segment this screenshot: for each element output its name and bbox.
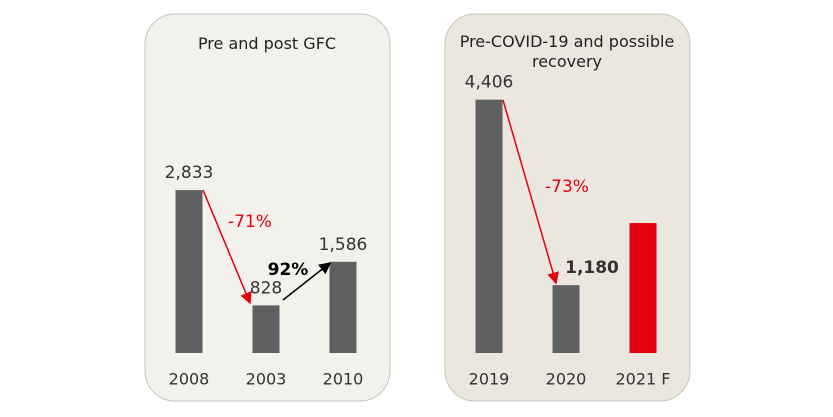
- value-label: 2,833: [165, 163, 214, 183]
- x-tick-label: 2019: [469, 370, 510, 389]
- annotation: 92%: [268, 260, 309, 280]
- bar: [629, 223, 657, 353]
- x-tick-label: 2020: [546, 370, 587, 389]
- chart-title: Pre-COVID-19 and possible recovery: [459, 32, 675, 71]
- chart-title: Pre and post GFC: [197, 34, 337, 53]
- arrow: [282, 262, 332, 301]
- x-tick-label: 2008: [169, 370, 210, 389]
- x-tick-label: 2003: [246, 370, 287, 389]
- arrow: [502, 99, 559, 285]
- bar: [252, 305, 280, 353]
- bar: [329, 261, 357, 353]
- bar: [175, 190, 203, 353]
- value-label: 828: [250, 278, 282, 298]
- value-label: 1,586: [319, 235, 368, 255]
- bar: [475, 99, 503, 353]
- annotation: -71%: [228, 212, 272, 232]
- x-tick-label: 2021 F: [615, 370, 670, 389]
- bar: [552, 285, 580, 353]
- annotation: -73%: [545, 177, 589, 197]
- panel: [144, 13, 391, 402]
- x-tick-label: 2010: [323, 370, 364, 389]
- value-label: 4,406: [465, 73, 514, 93]
- value-label: 1,180: [565, 258, 619, 278]
- arrow: [202, 189, 252, 305]
